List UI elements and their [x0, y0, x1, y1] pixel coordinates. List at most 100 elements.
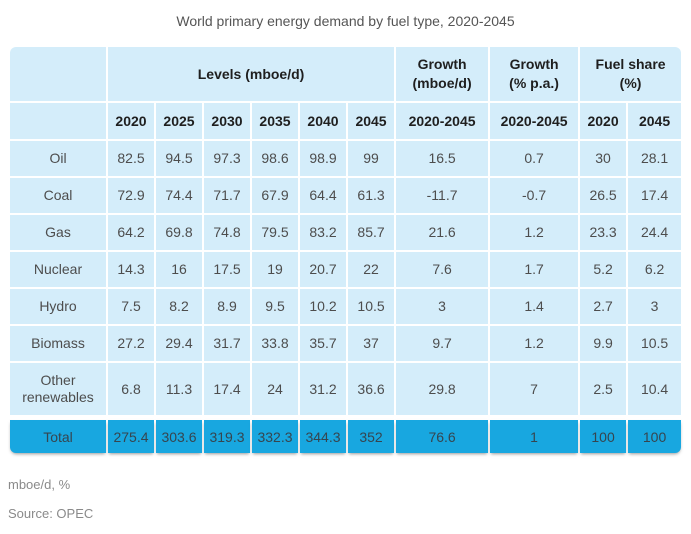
value-cell: 64.2	[108, 215, 154, 250]
value-cell: 319.3	[204, 420, 250, 453]
value-cell: 1.2	[490, 215, 579, 250]
col-header-share-2045: 2045	[628, 103, 682, 139]
value-cell: 2.7	[580, 289, 627, 324]
col-group-growth-percent: Growth (% p.a.)	[490, 47, 579, 101]
value-cell: 27.2	[108, 326, 154, 361]
value-cell: 0.7	[490, 141, 579, 176]
value-cell: 21.6	[396, 215, 489, 250]
value-cell: 332.3	[252, 420, 298, 453]
value-cell: 100	[580, 420, 627, 453]
value-cell: 33.8	[252, 326, 298, 361]
value-cell: 303.6	[156, 420, 202, 453]
value-cell: 29.4	[156, 326, 202, 361]
source-note: Source: OPEC	[8, 506, 94, 521]
table-row-total: Total 275.4 303.6 319.3 332.3 344.3 352 …	[10, 420, 682, 453]
value-cell: 10.5	[348, 289, 395, 324]
value-cell: 10.4	[628, 363, 682, 415]
value-cell: 3	[396, 289, 489, 324]
value-cell: 97.3	[204, 141, 250, 176]
row-label: Coal	[10, 178, 106, 213]
value-cell: 82.5	[108, 141, 154, 176]
value-cell: 24.4	[628, 215, 682, 250]
table-row-biomass: Biomass 27.2 29.4 31.7 33.8 35.7 37 9.7 …	[10, 326, 682, 361]
value-cell: 9.7	[396, 326, 489, 361]
value-cell: 1.2	[490, 326, 579, 361]
value-cell: 17.4	[204, 363, 250, 415]
value-cell: 3	[628, 289, 682, 324]
table-row-hydro: Hydro 7.5 8.2 8.9 9.5 10.2 10.5 3 1.4 2.…	[10, 289, 682, 324]
value-cell: 31.7	[204, 326, 250, 361]
value-cell: 10.2	[300, 289, 346, 324]
value-cell: 29.8	[396, 363, 489, 415]
value-cell: 1.4	[490, 289, 579, 324]
value-cell: 24	[252, 363, 298, 415]
value-cell: 6.8	[108, 363, 154, 415]
table-row-gas: Gas 64.2 69.8 74.8 79.5 83.2 85.7 21.6 1…	[10, 215, 682, 250]
col-header-share-2020: 2020	[580, 103, 627, 139]
value-cell: 37	[348, 326, 395, 361]
table-row-other-renewables: Other renewables 6.8 11.3 17.4 24 31.2 3…	[10, 363, 682, 415]
spacer-cell	[10, 417, 681, 418]
value-cell: 85.7	[348, 215, 395, 250]
col-group-fuel-share: Fuel share (%)	[580, 47, 682, 101]
row-label: Other renewables	[10, 363, 106, 415]
value-cell: 8.9	[204, 289, 250, 324]
value-cell: 31.2	[300, 363, 346, 415]
table-row-oil: Oil 82.5 94.5 97.3 98.6 98.9 99 16.5 0.7…	[10, 141, 682, 176]
value-cell: 72.9	[108, 178, 154, 213]
value-cell: 35.7	[300, 326, 346, 361]
value-cell: 99	[348, 141, 395, 176]
value-cell: 7.6	[396, 252, 489, 287]
table-row-coal: Coal 72.9 74.4 71.7 67.9 64.4 61.3 -11.7…	[10, 178, 682, 213]
value-cell: 79.5	[252, 215, 298, 250]
col-header-2020: 2020	[108, 103, 154, 139]
col-header-growth-pct-range: 2020-2045	[490, 103, 579, 139]
value-cell: 76.6	[396, 420, 489, 453]
value-cell: 28.1	[628, 141, 682, 176]
group-header-row: Levels (mboe/d) Growth (mboe/d) Growth (…	[10, 47, 682, 101]
col-header-2035: 2035	[252, 103, 298, 139]
value-cell: 9.9	[580, 326, 627, 361]
row-label: Oil	[10, 141, 106, 176]
value-cell: 74.4	[156, 178, 202, 213]
value-cell: 100	[628, 420, 682, 453]
value-cell: 19	[252, 252, 298, 287]
row-label: Total	[10, 420, 106, 453]
col-header-2045: 2045	[348, 103, 395, 139]
value-cell: 30	[580, 141, 627, 176]
value-cell: 98.6	[252, 141, 298, 176]
value-cell: 98.9	[300, 141, 346, 176]
value-cell: 9.5	[252, 289, 298, 324]
value-cell: 61.3	[348, 178, 395, 213]
footnotes: mboe/d, % Source: OPEC	[8, 477, 691, 521]
value-cell: 10.5	[628, 326, 682, 361]
value-cell: 36.6	[348, 363, 395, 415]
value-cell: 14.3	[108, 252, 154, 287]
col-header-2025: 2025	[156, 103, 202, 139]
value-cell: 17.4	[628, 178, 682, 213]
row-label: Nuclear	[10, 252, 106, 287]
value-cell: 67.9	[252, 178, 298, 213]
value-cell: -0.7	[490, 178, 579, 213]
value-cell: 83.2	[300, 215, 346, 250]
value-cell: 7.5	[108, 289, 154, 324]
value-cell: 23.3	[580, 215, 627, 250]
value-cell: 352	[348, 420, 395, 453]
energy-demand-table: Levels (mboe/d) Growth (mboe/d) Growth (…	[8, 45, 683, 455]
col-header-growth-range: 2020-2045	[396, 103, 489, 139]
value-cell: 344.3	[300, 420, 346, 453]
row-label: Hydro	[10, 289, 106, 324]
value-cell: 5.2	[580, 252, 627, 287]
value-cell: 69.8	[156, 215, 202, 250]
value-cell: 64.4	[300, 178, 346, 213]
units-note: mboe/d, %	[8, 477, 71, 492]
value-cell: 11.3	[156, 363, 202, 415]
value-cell: 22	[348, 252, 395, 287]
value-cell: 16.5	[396, 141, 489, 176]
value-cell: 2.5	[580, 363, 627, 415]
value-cell: 7	[490, 363, 579, 415]
value-cell: 26.5	[580, 178, 627, 213]
value-cell: 16	[156, 252, 202, 287]
value-cell: 20.7	[300, 252, 346, 287]
col-group-levels: Levels (mboe/d)	[108, 47, 395, 101]
